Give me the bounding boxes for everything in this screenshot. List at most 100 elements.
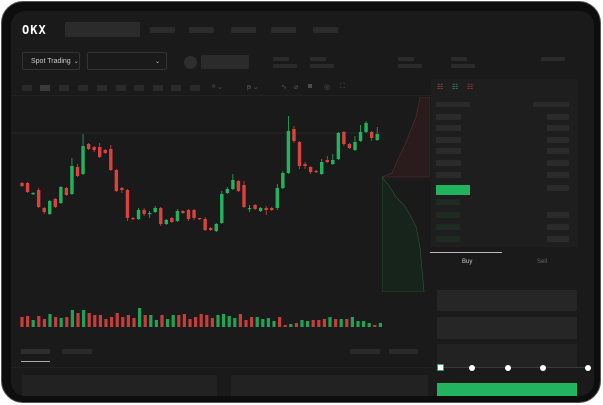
camera-icon[interactable]: ◙ (308, 83, 313, 90)
tab-history[interactable] (62, 349, 92, 354)
search-box[interactable] (65, 22, 140, 37)
nav-item-1[interactable] (150, 27, 175, 33)
slider-mark-50[interactable] (505, 365, 511, 371)
volume-bar (110, 317, 114, 327)
bottom-action[interactable] (389, 349, 418, 354)
coin-icon (184, 56, 197, 69)
timeframe-button[interactable] (22, 85, 32, 91)
timeframe-button[interactable] (116, 85, 126, 91)
ask-amount (547, 114, 569, 120)
bid-price[interactable] (436, 212, 460, 218)
slider-handle[interactable] (437, 364, 444, 371)
settings-icon[interactable]: ◎ (324, 84, 331, 91)
last-price (201, 55, 249, 69)
timeframe-button[interactable] (59, 85, 69, 91)
ask-amount (547, 160, 569, 166)
timeframe-button[interactable] (171, 85, 181, 91)
timeframe-button[interactable] (153, 85, 163, 91)
timeframe-button[interactable] (190, 85, 200, 91)
volume-bar (356, 321, 360, 327)
pair-selector[interactable]: ⌄ (87, 52, 167, 70)
volume-bar (317, 320, 321, 327)
orderbook-bids-icon[interactable]: ☷ (452, 84, 459, 91)
candle-body (181, 211, 185, 213)
tab-sell[interactable]: Sell (537, 259, 548, 265)
market-type-selector[interactable]: Spot Trading ⌄ (22, 52, 80, 70)
candle-body (159, 208, 163, 224)
volume-bar (138, 308, 142, 327)
volume-bar (272, 321, 276, 327)
volume-bar (65, 317, 69, 327)
volume-bar (278, 317, 282, 327)
indicator-icon[interactable]: ᵽ ⌄ (247, 84, 259, 91)
bid-price[interactable] (436, 224, 460, 230)
ask-price[interactable] (436, 125, 461, 131)
volume-bar (76, 313, 80, 327)
price-input[interactable] (437, 290, 577, 311)
bottom-action[interactable] (350, 349, 380, 354)
candle-body (42, 208, 46, 212)
volume-bar (227, 316, 231, 327)
timeframe-button-active[interactable] (40, 85, 50, 91)
ask-amount (547, 185, 569, 191)
amount-input[interactable] (437, 317, 577, 339)
buy-button[interactable] (437, 383, 577, 396)
candle-body (36, 190, 41, 207)
volume-bar (188, 319, 192, 327)
tab-open-orders[interactable] (21, 349, 50, 354)
nav-item-3[interactable] (231, 27, 256, 33)
volume-bar (255, 317, 259, 327)
candle-body (231, 180, 235, 189)
candle-body (336, 133, 341, 159)
orderbook-asks-icon[interactable]: ☷ (467, 84, 474, 91)
timeframe-button[interactable] (134, 85, 144, 91)
volume-bar (154, 320, 158, 327)
slider-mark-25[interactable] (469, 365, 475, 371)
ask-price[interactable] (436, 148, 461, 154)
nav-item-4[interactable] (271, 27, 296, 33)
tab-buy[interactable]: Buy (462, 259, 473, 265)
nav-item-5[interactable] (313, 27, 338, 33)
candlestick-chart[interactable] (11, 11, 391, 341)
drawing-icon[interactable]: ∿ (281, 84, 287, 91)
candle-body (192, 210, 196, 218)
volume-bar (54, 317, 58, 327)
candle-body (31, 193, 35, 195)
candle-body (86, 144, 91, 149)
nav-item-2[interactable] (189, 27, 214, 33)
volume-bar (87, 313, 91, 327)
ask-amount (547, 172, 569, 178)
amount-slider[interactable] (441, 367, 591, 368)
volume-bar (283, 325, 287, 327)
volume-bar (334, 319, 338, 327)
chart-type-icon[interactable]: ʷ ⌄ (212, 84, 224, 91)
slider-mark-75[interactable] (540, 365, 546, 371)
candle-body (270, 208, 274, 210)
orderbook-both-icon[interactable]: ☷ (437, 84, 444, 91)
bid-price[interactable] (436, 236, 460, 242)
stat-label (398, 57, 414, 61)
timeframe-button[interactable] (78, 85, 88, 91)
volume-bar (261, 319, 265, 327)
candle-body (114, 170, 119, 191)
slider-mark-100[interactable] (585, 365, 591, 371)
ask-price[interactable] (436, 114, 461, 120)
total-input[interactable] (437, 344, 577, 368)
bid-price[interactable] (436, 199, 460, 205)
candle-body (364, 123, 368, 132)
fullscreen-icon[interactable]: ⛶ (340, 83, 345, 90)
ruler-icon[interactable]: ⌀ (294, 84, 299, 91)
candle-body (253, 205, 257, 209)
ask-price[interactable] (436, 172, 461, 178)
volume-bar (300, 320, 304, 327)
ask-price[interactable] (436, 137, 461, 143)
volume-bar (149, 315, 153, 327)
volume-bar (126, 315, 130, 327)
ask-price[interactable] (436, 160, 461, 166)
candle-body (164, 220, 168, 224)
app-screen: OKX Spot Trading ⌄ ⌄ ʷ ⌄ ᵽ ⌄ ∿ ⌀ ◙ ◎ ⛶ (11, 11, 594, 396)
positions-panel (231, 375, 428, 396)
okx-logo[interactable]: OKX (22, 23, 47, 37)
stat-value (451, 64, 475, 68)
timeframe-button[interactable] (97, 85, 107, 91)
